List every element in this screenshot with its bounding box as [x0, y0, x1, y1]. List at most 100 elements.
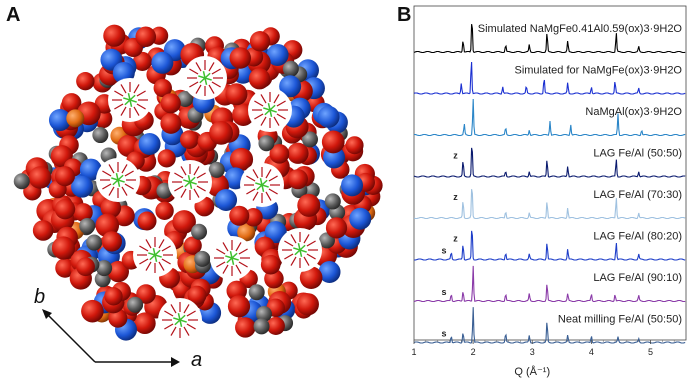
oxygen-atom — [287, 169, 308, 190]
oxygen-atom — [61, 93, 82, 113]
oxygen-atom — [28, 166, 52, 189]
sodium-coordination-bond — [269, 109, 277, 113]
sodium-coordination-bond — [231, 257, 235, 265]
water-bond — [303, 234, 310, 244]
phase-mark-z: z — [453, 151, 458, 161]
carbon-atom — [177, 90, 194, 107]
water-bond — [254, 100, 264, 107]
metal-atom — [71, 175, 94, 198]
water-bond — [183, 326, 190, 336]
metal-atom — [138, 132, 161, 155]
axis-a-label: a — [191, 349, 203, 371]
sodium-coordination-bond — [112, 179, 119, 186]
water-bond — [136, 90, 146, 97]
trace-label: LAG Fe/Al (80:20) — [593, 231, 682, 243]
sodium-coordination-bond — [229, 251, 233, 259]
oxygen-atom — [107, 260, 129, 283]
carbon-atom — [282, 60, 299, 77]
water-bond — [196, 185, 206, 192]
water-bond — [246, 175, 256, 182]
carbon-atom — [92, 127, 109, 144]
water-bond — [164, 323, 174, 330]
carbon-atom — [194, 250, 211, 267]
sodium-coordination-bond — [267, 103, 271, 111]
water-bond — [235, 264, 242, 274]
sodium-coordination-bond — [189, 181, 193, 189]
trace-label: LAG Fe/Al (90:10) — [593, 272, 682, 284]
sodium-coordination-bond — [148, 252, 156, 256]
x-axis-title: Q (Å⁻¹) — [514, 365, 550, 378]
oxygen-atom — [297, 193, 321, 217]
water-bond — [164, 310, 174, 317]
water-bond — [136, 103, 146, 110]
water-bond — [222, 242, 229, 252]
water-bond — [180, 166, 187, 176]
sodium-coordination-bond — [269, 109, 273, 117]
water-bond — [306, 240, 316, 247]
carbon-atom — [208, 161, 225, 178]
oxygen-atom — [54, 166, 75, 187]
water-bond — [161, 258, 171, 265]
oxygen-atom — [325, 217, 348, 239]
water-bond — [252, 169, 259, 179]
carbon-atom — [324, 193, 341, 210]
oxygen-atom — [266, 316, 285, 335]
sodium-coordination-bond — [231, 257, 239, 261]
water-bond — [260, 116, 267, 126]
water-bond — [145, 239, 152, 249]
metal-atom — [264, 221, 287, 244]
pxrd-trace — [414, 230, 686, 261]
water-bond — [290, 256, 297, 266]
water-bond — [139, 258, 149, 265]
water-bond — [121, 164, 128, 174]
sodium-coordination-bond — [177, 313, 181, 321]
oxygen-atom — [137, 211, 157, 231]
sodium-coordination-bond — [129, 99, 133, 107]
pxrd-trace — [413, 189, 686, 220]
sodium-coordination-bond — [129, 99, 137, 103]
sodium-coordination-bond — [179, 319, 183, 327]
panel-a-letter: A — [6, 4, 21, 26]
water-bond — [189, 81, 199, 88]
sodium-coordination-bond — [179, 314, 186, 321]
oxygen-atom — [54, 198, 76, 220]
oxygen-atom — [32, 220, 54, 241]
axis-arrows — [42, 309, 180, 367]
water-bond — [124, 183, 134, 190]
sodium-coordination-bond — [152, 248, 156, 256]
oxygen-atom — [209, 120, 233, 145]
carbon-atom — [248, 284, 265, 301]
water-bond — [124, 170, 134, 177]
carbon-atom — [127, 296, 144, 313]
sodium-coordination-bond — [226, 257, 233, 264]
sodium-coordination-bond — [198, 75, 206, 79]
x-tick-label: 3 — [530, 347, 535, 357]
pxrd-trace — [413, 61, 686, 95]
water-bond — [235, 242, 242, 252]
water-bond — [265, 169, 272, 179]
sodium-coordination-bond — [293, 247, 301, 251]
oxygen-atom — [299, 266, 323, 290]
sodium-coordination-bond — [231, 252, 238, 259]
oxygen-atom — [153, 78, 172, 98]
water-bond — [158, 239, 165, 249]
pxrd-trace — [413, 265, 686, 303]
phase-mark-s: s — [441, 246, 446, 256]
water-bond — [273, 116, 280, 126]
sodium-atom — [66, 109, 85, 128]
water-bond — [222, 264, 229, 274]
metal-atom — [318, 261, 341, 284]
water-bond — [133, 84, 140, 94]
oxygen-atom — [157, 149, 176, 168]
sodium-coordination-bond — [263, 107, 271, 111]
metal-atom — [266, 43, 289, 66]
pxrd-chart: Simulated NaMgFe0.41Al0.59(ox)3·9H2O Simu… — [411, 5, 687, 378]
sodium-coordination-bond — [299, 249, 303, 257]
oxygen-atom — [183, 236, 202, 255]
phase-mark-z: z — [453, 234, 458, 244]
sodium-coordination-bond — [269, 104, 276, 111]
water-bond — [108, 186, 115, 196]
oxygen-atom — [74, 203, 93, 222]
water-bond — [208, 84, 215, 94]
water-bond — [108, 164, 115, 174]
